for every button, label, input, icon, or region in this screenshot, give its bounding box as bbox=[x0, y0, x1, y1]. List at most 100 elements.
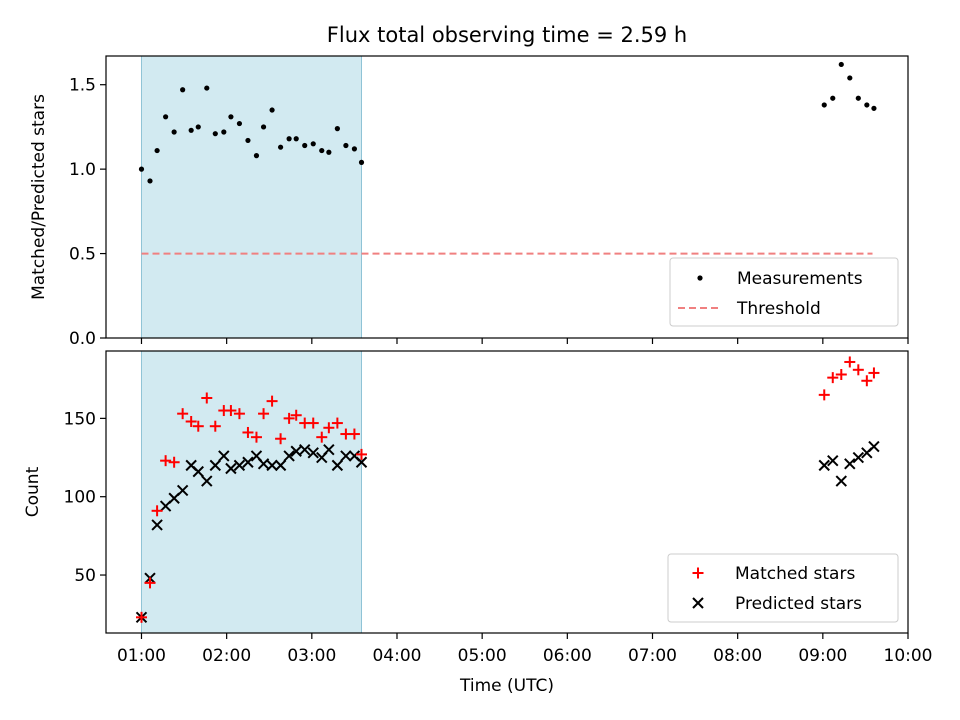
predicted-star-point bbox=[290, 445, 302, 457]
x-axis-label: Time (UTC) bbox=[459, 676, 554, 696]
measurement-point bbox=[269, 107, 275, 113]
measurement-point bbox=[253, 153, 260, 159]
measurement-point bbox=[245, 137, 251, 144]
legend-predicted-marker bbox=[692, 597, 704, 609]
bottom-legend-box bbox=[667, 553, 899, 623]
measurement-point bbox=[212, 131, 218, 137]
top-band-rect bbox=[141, 56, 362, 338]
measurement-point bbox=[334, 126, 340, 132]
legend-threshold-label: Threshold bbox=[736, 299, 821, 319]
y-tick-label: 1.0 bbox=[69, 160, 96, 180]
top-axes-frame bbox=[105, 55, 909, 339]
measurement-point bbox=[204, 85, 210, 91]
y-tick-label: 50 bbox=[74, 566, 96, 586]
predicted-star-point bbox=[355, 456, 368, 468]
x-tick-label: 06:00 bbox=[543, 646, 592, 666]
legend-measurements-marker bbox=[697, 275, 703, 281]
matched-star-point bbox=[135, 611, 147, 623]
top-panel: 0.0 0.5 1.0 1.5 Matched/Predicted stars Mea… bbox=[29, 55, 909, 349]
y-tick-label: 100 bbox=[64, 488, 96, 508]
legend-measurements-label: Measurements bbox=[737, 269, 863, 289]
measurement-point bbox=[260, 124, 267, 130]
matched-star-point bbox=[356, 448, 368, 460]
matched-star-point bbox=[225, 405, 237, 417]
bottom-highlight-band bbox=[140, 351, 363, 633]
measurement-point bbox=[351, 146, 358, 152]
x-tick-label: 07:00 bbox=[628, 646, 677, 666]
predicted-star-point bbox=[307, 447, 319, 459]
predicted-star-point bbox=[151, 519, 163, 531]
legend-cross-marker bbox=[692, 597, 704, 609]
predicted-star-point bbox=[827, 454, 839, 467]
x-tick-label: 08:00 bbox=[713, 646, 762, 666]
measurement-point bbox=[847, 75, 853, 81]
measurement-point bbox=[154, 147, 160, 154]
predicted-star-point bbox=[868, 440, 880, 453]
top-y-axis-label: Matched/Predicted stars bbox=[29, 94, 49, 300]
top-legend: Measurements Threshold bbox=[669, 257, 899, 327]
y-tick-label: 1.5 bbox=[69, 76, 96, 96]
predicted-star-point bbox=[209, 459, 222, 472]
measurement-point bbox=[821, 102, 827, 108]
x-tick-label: 02:00 bbox=[202, 646, 251, 666]
measurement-point bbox=[228, 114, 234, 120]
x-tick-label: 04:00 bbox=[372, 646, 421, 666]
matched-star-point bbox=[160, 455, 172, 467]
y-tick-label: 150 bbox=[64, 409, 96, 429]
predicted-star-point bbox=[218, 450, 230, 462]
predicted-star-point bbox=[844, 458, 856, 470]
y-tick-label: 0.5 bbox=[69, 245, 96, 265]
measurements-series bbox=[138, 61, 877, 184]
predicted-star-point bbox=[201, 475, 213, 487]
measurement-point bbox=[180, 87, 186, 93]
bottom-y-axis-label: Count bbox=[23, 466, 43, 517]
measurement-point bbox=[147, 178, 153, 184]
count-series bbox=[135, 356, 880, 624]
matched-star-point bbox=[242, 426, 254, 438]
matched-star-point bbox=[201, 392, 213, 404]
matched-star-point bbox=[233, 408, 245, 420]
measurement-point bbox=[188, 127, 194, 133]
predicted-star-point bbox=[233, 459, 246, 472]
measurement-point bbox=[163, 114, 169, 120]
matched-star-point bbox=[177, 408, 189, 420]
measurement-point bbox=[319, 147, 325, 154]
measurement-point bbox=[286, 136, 292, 142]
measurement-point bbox=[871, 105, 877, 111]
x-tick-label: 10:00 bbox=[884, 646, 933, 666]
measurement-point bbox=[838, 61, 844, 68]
measurement-point bbox=[830, 95, 836, 101]
measurement-point bbox=[221, 129, 227, 135]
x-tick-label: 05:00 bbox=[458, 646, 507, 666]
measurement-point bbox=[358, 159, 365, 165]
bottom-axes-frame bbox=[105, 350, 909, 634]
legend-predicted-label: Predicted stars bbox=[735, 594, 862, 614]
measurement-point bbox=[310, 141, 316, 147]
matched-star-point bbox=[868, 367, 880, 379]
figure-title: Flux total observing time = 2.59 h bbox=[327, 23, 687, 47]
matched-star-point bbox=[209, 420, 221, 432]
x-tick-label: 03:00 bbox=[287, 646, 336, 666]
top-y-ticks: 0.0 0.5 1.0 1.5 bbox=[69, 76, 106, 349]
bottom-legend: Matched stars Predicted stars bbox=[667, 553, 899, 623]
predicted-star-point bbox=[257, 458, 270, 470]
matched-star-point bbox=[323, 422, 335, 434]
matched-star-point bbox=[192, 420, 204, 432]
predicted-star-point bbox=[299, 443, 311, 456]
matched-star-point bbox=[861, 375, 873, 387]
predicted-star-point bbox=[283, 450, 295, 462]
bottom-x-ticks: 01:00 02:00 03:00 04:00 05:00 06:00 07:00 08:00… bbox=[117, 633, 933, 666]
predicted-star-point bbox=[852, 451, 865, 464]
predicted-star-point bbox=[192, 465, 204, 478]
legend-plus-marker bbox=[692, 567, 704, 579]
predicted-star-point bbox=[835, 475, 847, 487]
matched-star-point bbox=[144, 577, 156, 589]
measurement-point bbox=[195, 124, 201, 130]
predicted-star-point bbox=[340, 450, 352, 462]
legend-matched-marker bbox=[692, 567, 704, 579]
measurement-point bbox=[864, 102, 870, 108]
measurement-point bbox=[343, 142, 349, 149]
predicted-star-point bbox=[225, 462, 237, 475]
